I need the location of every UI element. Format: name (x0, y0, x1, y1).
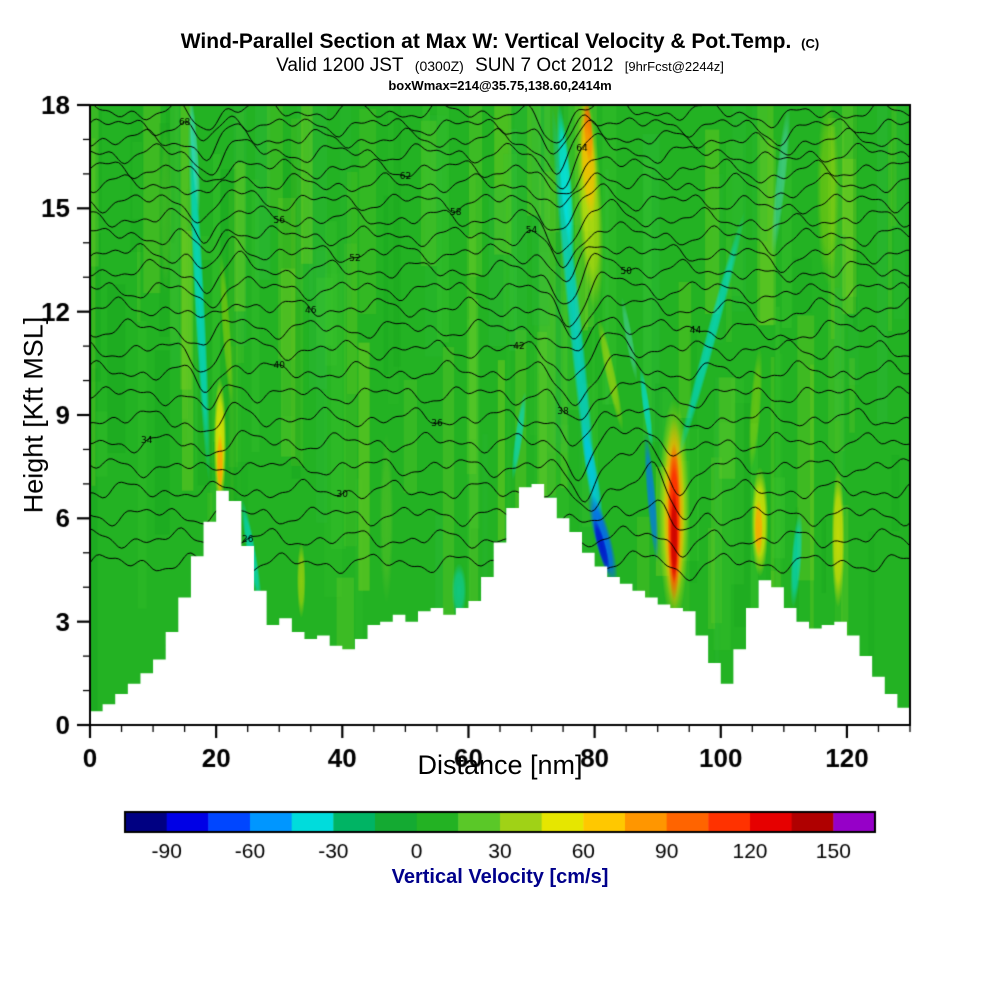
box-wmax-line: boxWmax=214@35.75,138.60,2414m (388, 78, 612, 93)
colorbar-title: Vertical Velocity [cm/s] (391, 866, 609, 888)
title-text: Wind-Parallel Section at Max W: Vertical… (180, 30, 792, 53)
valid-date: SUN 7 Oct 2012 (475, 55, 614, 76)
valid-time-line: Valid 1200 JST (0300Z) SUN 7 Oct 2012 [9… (0, 55, 1000, 77)
title-unit: (C) (801, 36, 820, 51)
y-axis-title: Height [Kft MSL] (18, 316, 49, 514)
valid-time: Valid 1200 JST (276, 55, 404, 76)
valid-time-utc: (0300Z) (414, 58, 464, 74)
forecast-info: [9hrFcst@2244z] (624, 59, 724, 74)
x-axis-title: Distance [nm] (417, 750, 583, 780)
figure-title: Wind-Parallel Section at Max W: Vertical… (0, 30, 1000, 54)
